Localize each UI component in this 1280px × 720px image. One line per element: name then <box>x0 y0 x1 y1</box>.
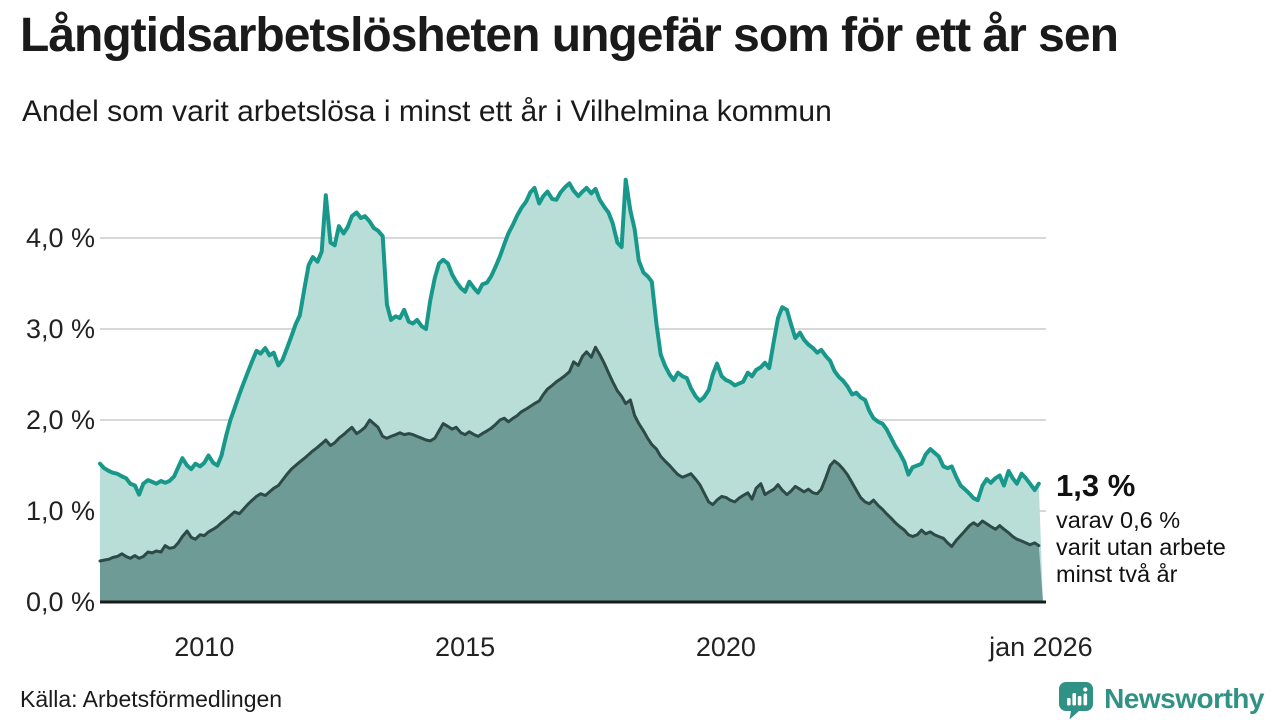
x-tick-label: 2015 <box>435 632 496 662</box>
x-tick-label: jan 2026 <box>989 632 1093 662</box>
latest-value-label: 1,3 % <box>1056 468 1136 503</box>
brand-wordmark: Newsworthy <box>1104 683 1264 714</box>
chart-title: Långtidsarbetslösheten ungefär som för e… <box>20 9 1119 62</box>
source-caption: Källa: Arbetsförmedlingen <box>20 686 283 712</box>
chart-subtitle: Andel som varit arbetslösa i minst ett å… <box>22 95 832 128</box>
line-series-1 <box>98 345 1041 563</box>
area-series-1 <box>100 347 1043 602</box>
x-axis-labels: 2010 2015 2020 jan 2026 <box>0 632 1280 668</box>
y-tick-label: 2,0 % <box>25 405 95 435</box>
y-tick-label: 1,0 % <box>25 496 95 526</box>
x-tick-label: 2010 <box>174 632 235 662</box>
y-axis-labels: 0,0 % 1,0 % 2,0 % 3,0 % 4,0 % <box>0 0 95 620</box>
annotation-line-2: varit utan arbete <box>1056 534 1226 560</box>
y-tick-label: 0,0 % <box>25 587 95 617</box>
annotation-line-3: minst två år <box>1056 561 1178 587</box>
y-tick-label: 4,0 % <box>25 223 95 253</box>
endpoint-annotation: 1,3 % varav 0,6 % varit utan arbete mins… <box>1056 468 1276 588</box>
annotation-line-1: varav 0,6 % <box>1056 507 1181 533</box>
newsworthy-logo-icon <box>1059 682 1094 719</box>
x-tick-label: 2020 <box>695 632 756 662</box>
y-tick-label: 3,0 % <box>25 314 95 344</box>
newsworthy-brand: Newsworthy <box>1056 678 1264 720</box>
area-series-0 <box>100 179 1043 603</box>
line-series-0 <box>98 177 1041 503</box>
